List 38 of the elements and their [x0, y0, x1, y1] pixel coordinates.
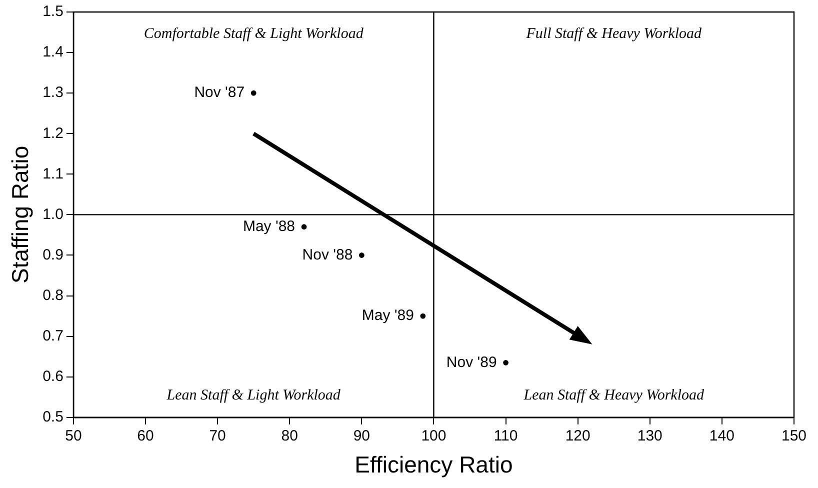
y-tick-label: 1.4 [42, 44, 64, 61]
y-tick-label: 0.5 [42, 408, 64, 426]
point [503, 360, 508, 366]
annotation: Nov '88 [302, 246, 353, 264]
x-tick-label: 60 [137, 428, 154, 445]
x-tick-label: 70 [209, 428, 226, 445]
y-tick-label: 0.6 [42, 368, 64, 385]
y-axis-title: Staffing Ratio [7, 146, 34, 284]
y-tick-label: 1.5 [42, 3, 64, 20]
point [358, 252, 364, 258]
x-tick-label: 100 [421, 428, 446, 445]
x-tick-label: 110 [494, 428, 518, 445]
annotation: May '89 [362, 307, 414, 324]
point [301, 224, 307, 230]
point [250, 90, 256, 96]
y-tick-label: 0.7 [42, 327, 64, 344]
annotation: Comfortable Staff & Light Workload [144, 26, 364, 42]
x-tick-label: 50 [65, 428, 82, 445]
y-tick-label: 1.3 [42, 84, 64, 102]
y-tick-label: 1.2 [42, 124, 64, 142]
y-tick-label: 0.8 [42, 286, 64, 304]
y-tick-label: 1.1 [42, 165, 64, 182]
x-axis-title: Efficiency Ratio [354, 452, 513, 478]
x-tick-label: 140 [709, 428, 734, 445]
annotation: Full Staff & Heavy Workload [525, 26, 702, 42]
x-tick-label: 130 [637, 428, 662, 445]
x-tick-label: 120 [565, 428, 590, 445]
annotation: Nov '89 [446, 354, 497, 371]
y-tick-label: 1.0 [42, 206, 64, 223]
x-tick-label: 90 [353, 428, 370, 445]
x-tick-label: 150 [781, 428, 807, 445]
annotation: Lean Staff & Heavy Workload [522, 387, 704, 404]
point [420, 313, 426, 319]
annotation: Lean Staff & Light Workload [166, 387, 341, 404]
annotation: Nov '87 [194, 84, 245, 102]
y-tick-label: 0.9 [42, 246, 64, 264]
annotation: May '88 [242, 218, 296, 236]
x-tick-label: 80 [281, 428, 298, 445]
